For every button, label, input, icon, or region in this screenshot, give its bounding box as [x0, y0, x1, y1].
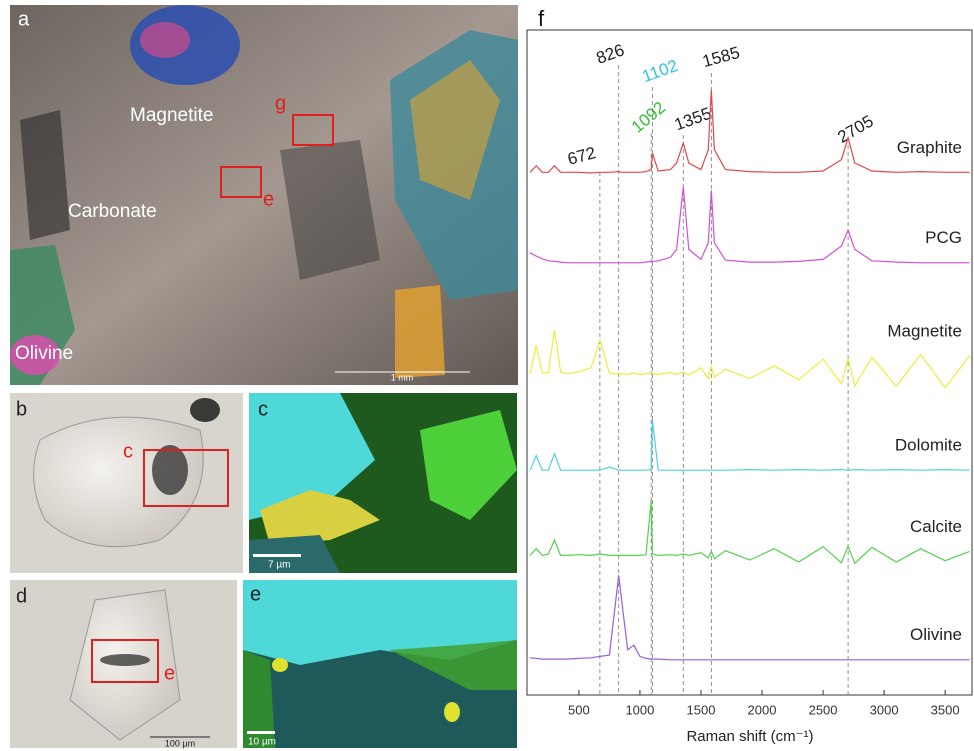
scale-label: 7 µm: [268, 560, 290, 571]
phase: [272, 658, 288, 672]
x-tick-label: 3500: [931, 702, 960, 717]
series-label: PCG: [925, 228, 962, 247]
box-label: g: [275, 92, 286, 114]
series-label: Olivine: [910, 625, 962, 644]
x-tick-label: 2500: [809, 702, 838, 717]
figure: a Magnetite Carbonate Olivine g e 1 mm b…: [0, 0, 974, 751]
x-tick-label: 1000: [625, 702, 654, 717]
annotation: Olivine: [15, 343, 73, 364]
panel-label: e: [250, 583, 261, 605]
series-label: Dolomite: [895, 436, 962, 455]
phase: [444, 702, 460, 722]
panel-label: d: [16, 585, 27, 607]
inclusion: [190, 398, 220, 422]
panel-c: c 7 µm: [249, 393, 517, 573]
grain: [395, 285, 445, 378]
plot-frame: [527, 30, 972, 695]
x-tick-label: 1500: [687, 702, 716, 717]
scale-bar: [247, 731, 275, 734]
annotation: Magnetite: [130, 105, 213, 126]
grain: [140, 22, 190, 58]
panel-d: d e 100 µm: [10, 580, 237, 748]
panel-b: b c: [10, 393, 243, 573]
panel-a: a Magnetite Carbonate Olivine g e 1 mm: [10, 5, 518, 385]
panel-label: f: [538, 6, 545, 31]
inclusion: [100, 654, 150, 666]
series-label: Magnetite: [887, 321, 962, 340]
inclusion: [152, 445, 188, 495]
scale-label: 100 µm: [165, 738, 195, 748]
panel-e: e 10 µm: [243, 580, 517, 748]
box-label: e: [164, 662, 175, 684]
scale-label: 1 mm: [391, 372, 414, 382]
panel-label: b: [16, 398, 27, 420]
panel-label: c: [258, 398, 268, 420]
x-tick-label: 500: [568, 702, 590, 717]
box-label: c: [123, 440, 133, 462]
scale-bar: [253, 554, 301, 557]
x-tick-label: 2000: [748, 702, 777, 717]
scale-label: 10 µm: [248, 737, 276, 748]
x-tick-label: 3000: [870, 702, 899, 717]
panel-label: a: [18, 8, 30, 30]
box-label: e: [263, 188, 274, 210]
annotation: Carbonate: [68, 201, 157, 222]
series-label: Calcite: [910, 517, 962, 536]
x-axis-label: Raman shift (cm⁻¹): [686, 728, 813, 745]
series-label: Graphite: [897, 138, 962, 157]
